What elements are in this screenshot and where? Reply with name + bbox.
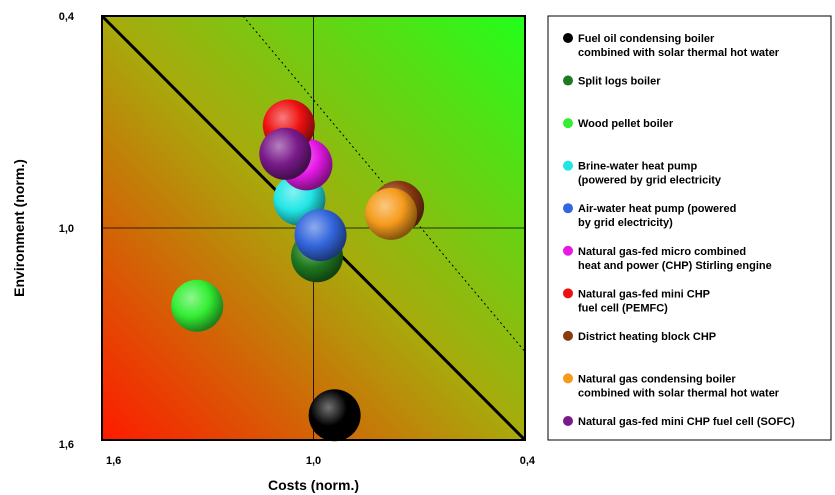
legend-marker	[563, 288, 573, 299]
legend-marker	[563, 33, 573, 43]
x-tick-label: 1,0	[306, 455, 321, 467]
legend-label: Air-water heat pump (powered	[578, 203, 736, 215]
legend-label: (powered by grid electricity	[578, 175, 722, 187]
legend-label: Natural gas-fed micro combined	[578, 246, 746, 258]
legend-label: Wood pellet boiler	[578, 118, 674, 130]
y-tick-label: 1,6	[59, 439, 74, 451]
legend-label: Natural gas condensing boiler	[578, 373, 736, 385]
legend-label: fuel cell (PEMFC)	[578, 302, 668, 314]
x-tick-label: 1,6	[106, 455, 121, 467]
reference-line-dotted	[242, 15, 526, 352]
legend-box	[547, 15, 832, 441]
legend-label: Brine-water heat pump	[578, 161, 697, 173]
legend-label: Natural gas-fed mini CHP	[578, 288, 710, 300]
legend-label: by grid electricity)	[578, 217, 673, 229]
legend-label: Fuel oil condensing boiler	[578, 33, 715, 45]
data-point	[308, 389, 361, 442]
data-point	[365, 187, 418, 240]
legend-marker	[563, 118, 573, 129]
legend-label: District heating block CHP	[578, 331, 716, 343]
legend-marker	[563, 330, 573, 341]
x-axis-title: Costs (norm.)	[268, 477, 359, 493]
data-point	[171, 279, 224, 332]
legend-marker	[563, 75, 573, 86]
legend-marker	[563, 160, 573, 171]
legend-marker	[563, 245, 573, 256]
x-tick-label: 0,4	[520, 455, 536, 467]
legend-marker	[563, 373, 573, 384]
legend-marker	[563, 203, 573, 214]
plot-frame	[101, 15, 526, 441]
y-tick-label: 1,0	[59, 223, 74, 235]
legend-marker	[563, 415, 573, 426]
y-axis-title: Environment (norm.)	[11, 159, 27, 297]
legend-label: Natural gas-fed mini CHP fuel cell (SOFC…	[578, 416, 795, 428]
legend-label: combined with solar thermal hot water	[578, 387, 780, 399]
legend-label: combined with solar thermal hot water	[578, 47, 780, 59]
data-point	[259, 127, 312, 180]
legend-label: Split logs boiler	[578, 76, 661, 88]
data-point	[294, 209, 347, 262]
y-tick-label: 0,4	[59, 11, 75, 23]
legend-label: heat and power (CHP) Stirling engine	[578, 260, 772, 272]
